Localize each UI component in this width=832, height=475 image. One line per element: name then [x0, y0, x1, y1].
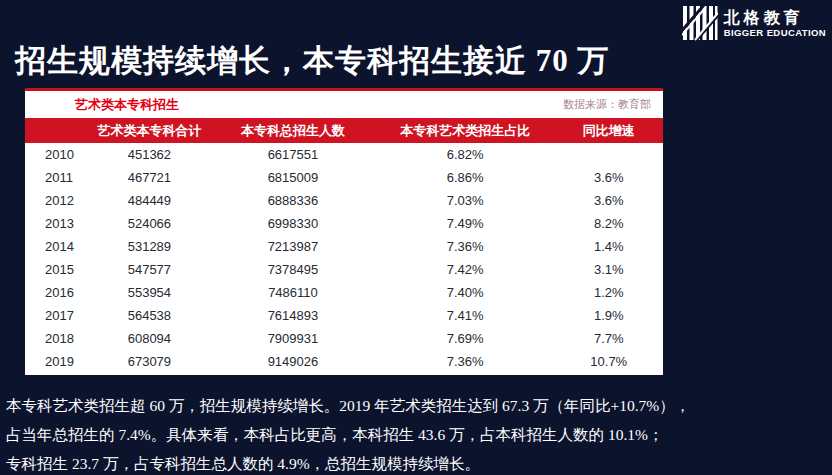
table-row: 201554757773784957.42%3.1%: [25, 258, 663, 281]
value-cell: 7.40%: [376, 281, 555, 304]
value-cell: [555, 143, 663, 166]
summary-line: 本专科艺术类招生超 60 万，招生规模持续增长。2019 年艺术类招生达到 67…: [6, 391, 828, 420]
value-cell: 3.6%: [555, 166, 663, 189]
value-cell: 7213987: [210, 235, 376, 258]
logo-text: 北格教育 BIGGER EDUCATION: [724, 9, 826, 38]
value-cell: 484449: [89, 189, 210, 212]
year-cell: 2015: [25, 258, 89, 281]
value-cell: 7.03%: [376, 189, 555, 212]
value-cell: 7.69%: [376, 327, 555, 350]
value-cell: 7486110: [210, 281, 376, 304]
column-header: 同比增速: [555, 118, 663, 143]
logo-text-en: BIGGER EDUCATION: [724, 27, 826, 38]
logo-text-cn: 北格教育: [724, 9, 826, 27]
value-cell: 608094: [89, 327, 210, 350]
page-title: 招生规模持续增长，本专科招生接近 70 万: [15, 40, 610, 82]
value-cell: 531289: [89, 235, 210, 258]
year-cell: 2013: [25, 212, 89, 235]
panel-title: 艺术类本专科招生: [75, 96, 179, 114]
year-cell: 2014: [25, 235, 89, 258]
value-cell: 6888336: [210, 189, 376, 212]
value-cell: 8.2%: [555, 212, 663, 235]
bigger-education-logo-icon: [682, 5, 718, 41]
value-cell: 1.4%: [555, 235, 663, 258]
table-row: 201248444968883367.03%3.6%: [25, 189, 663, 212]
value-cell: 6617551: [210, 143, 376, 166]
value-cell: 10.7%: [555, 350, 663, 373]
table-row: 201352406669983307.49%8.2%: [25, 212, 663, 235]
value-cell: 1.2%: [555, 281, 663, 304]
value-cell: 547577: [89, 258, 210, 281]
table-row: 201967307991490267.36%10.7%: [25, 350, 663, 373]
year-cell: 2019: [25, 350, 89, 373]
value-cell: 524066: [89, 212, 210, 235]
value-cell: 451362: [89, 143, 210, 166]
value-cell: 564538: [89, 304, 210, 327]
value-cell: 7.42%: [376, 258, 555, 281]
value-cell: 7.41%: [376, 304, 555, 327]
year-cell: 2012: [25, 189, 89, 212]
column-header: [25, 118, 89, 143]
table-row: 201756453876148937.41%1.9%: [25, 304, 663, 327]
value-cell: 467721: [89, 166, 210, 189]
table-row: 201860809479099317.69%7.7%: [25, 327, 663, 350]
enrollment-table: 艺术类本专科合计本专科总招生人数本专科艺术类招生占比同比增速 201045136…: [25, 118, 663, 373]
value-cell: 3.1%: [555, 258, 663, 281]
value-cell: 6.82%: [376, 143, 555, 166]
table-header-row: 艺术类本专科合计本专科总招生人数本专科艺术类招生占比同比增速: [25, 118, 663, 143]
year-cell: 2017: [25, 304, 89, 327]
value-cell: 6.86%: [376, 166, 555, 189]
value-cell: 7909931: [210, 327, 376, 350]
value-cell: 553954: [89, 281, 210, 304]
value-cell: 7.7%: [555, 327, 663, 350]
value-cell: 7614893: [210, 304, 376, 327]
value-cell: 3.6%: [555, 189, 663, 212]
value-cell: 7378495: [210, 258, 376, 281]
value-cell: 673079: [89, 350, 210, 373]
value-cell: 6998330: [210, 212, 376, 235]
value-cell: 9149026: [210, 350, 376, 373]
column-header: 本专科艺术类招生占比: [376, 118, 555, 143]
presentation-slide: 北格教育 BIGGER EDUCATION 招生规模持续增长，本专科招生接近 7…: [0, 0, 832, 475]
year-cell: 2018: [25, 327, 89, 350]
summary-line: 占当年总招生的 7.4%。具体来看，本科占比更高，本科招生 43.6 万，占本科…: [6, 420, 828, 449]
panel-header: 艺术类本专科招生 数据来源：教育部: [25, 91, 663, 118]
value-cell: 7.49%: [376, 212, 555, 235]
value-cell: 6815009: [210, 166, 376, 189]
year-cell: 2011: [25, 166, 89, 189]
year-cell: 2016: [25, 281, 89, 304]
value-cell: 1.9%: [555, 304, 663, 327]
value-cell: 7.36%: [376, 235, 555, 258]
column-header: 本专科总招生人数: [210, 118, 376, 143]
table-row: 201453128972139877.36%1.4%: [25, 235, 663, 258]
table-row: 201146772168150096.86%3.6%: [25, 166, 663, 189]
summary-paragraph: 本专科艺术类招生超 60 万，招生规模持续增长。2019 年艺术类招生达到 67…: [6, 391, 828, 475]
summary-line: 专科招生 23.7 万，占专科招生总人数的 4.9%，总招生规模持续增长。: [6, 449, 828, 475]
bigger-education-logo: 北格教育 BIGGER EDUCATION: [682, 5, 826, 41]
data-source-label: 数据来源：教育部: [563, 97, 651, 112]
year-cell: 2010: [25, 143, 89, 166]
table-row: 201045136266175516.82%: [25, 143, 663, 166]
value-cell: 7.36%: [376, 350, 555, 373]
column-header: 艺术类本专科合计: [89, 118, 210, 143]
data-panel: 艺术类本专科招生 数据来源：教育部 艺术类本专科合计本专科总招生人数本专科艺术类…: [25, 88, 663, 375]
table-row: 201655395474861107.40%1.2%: [25, 281, 663, 304]
